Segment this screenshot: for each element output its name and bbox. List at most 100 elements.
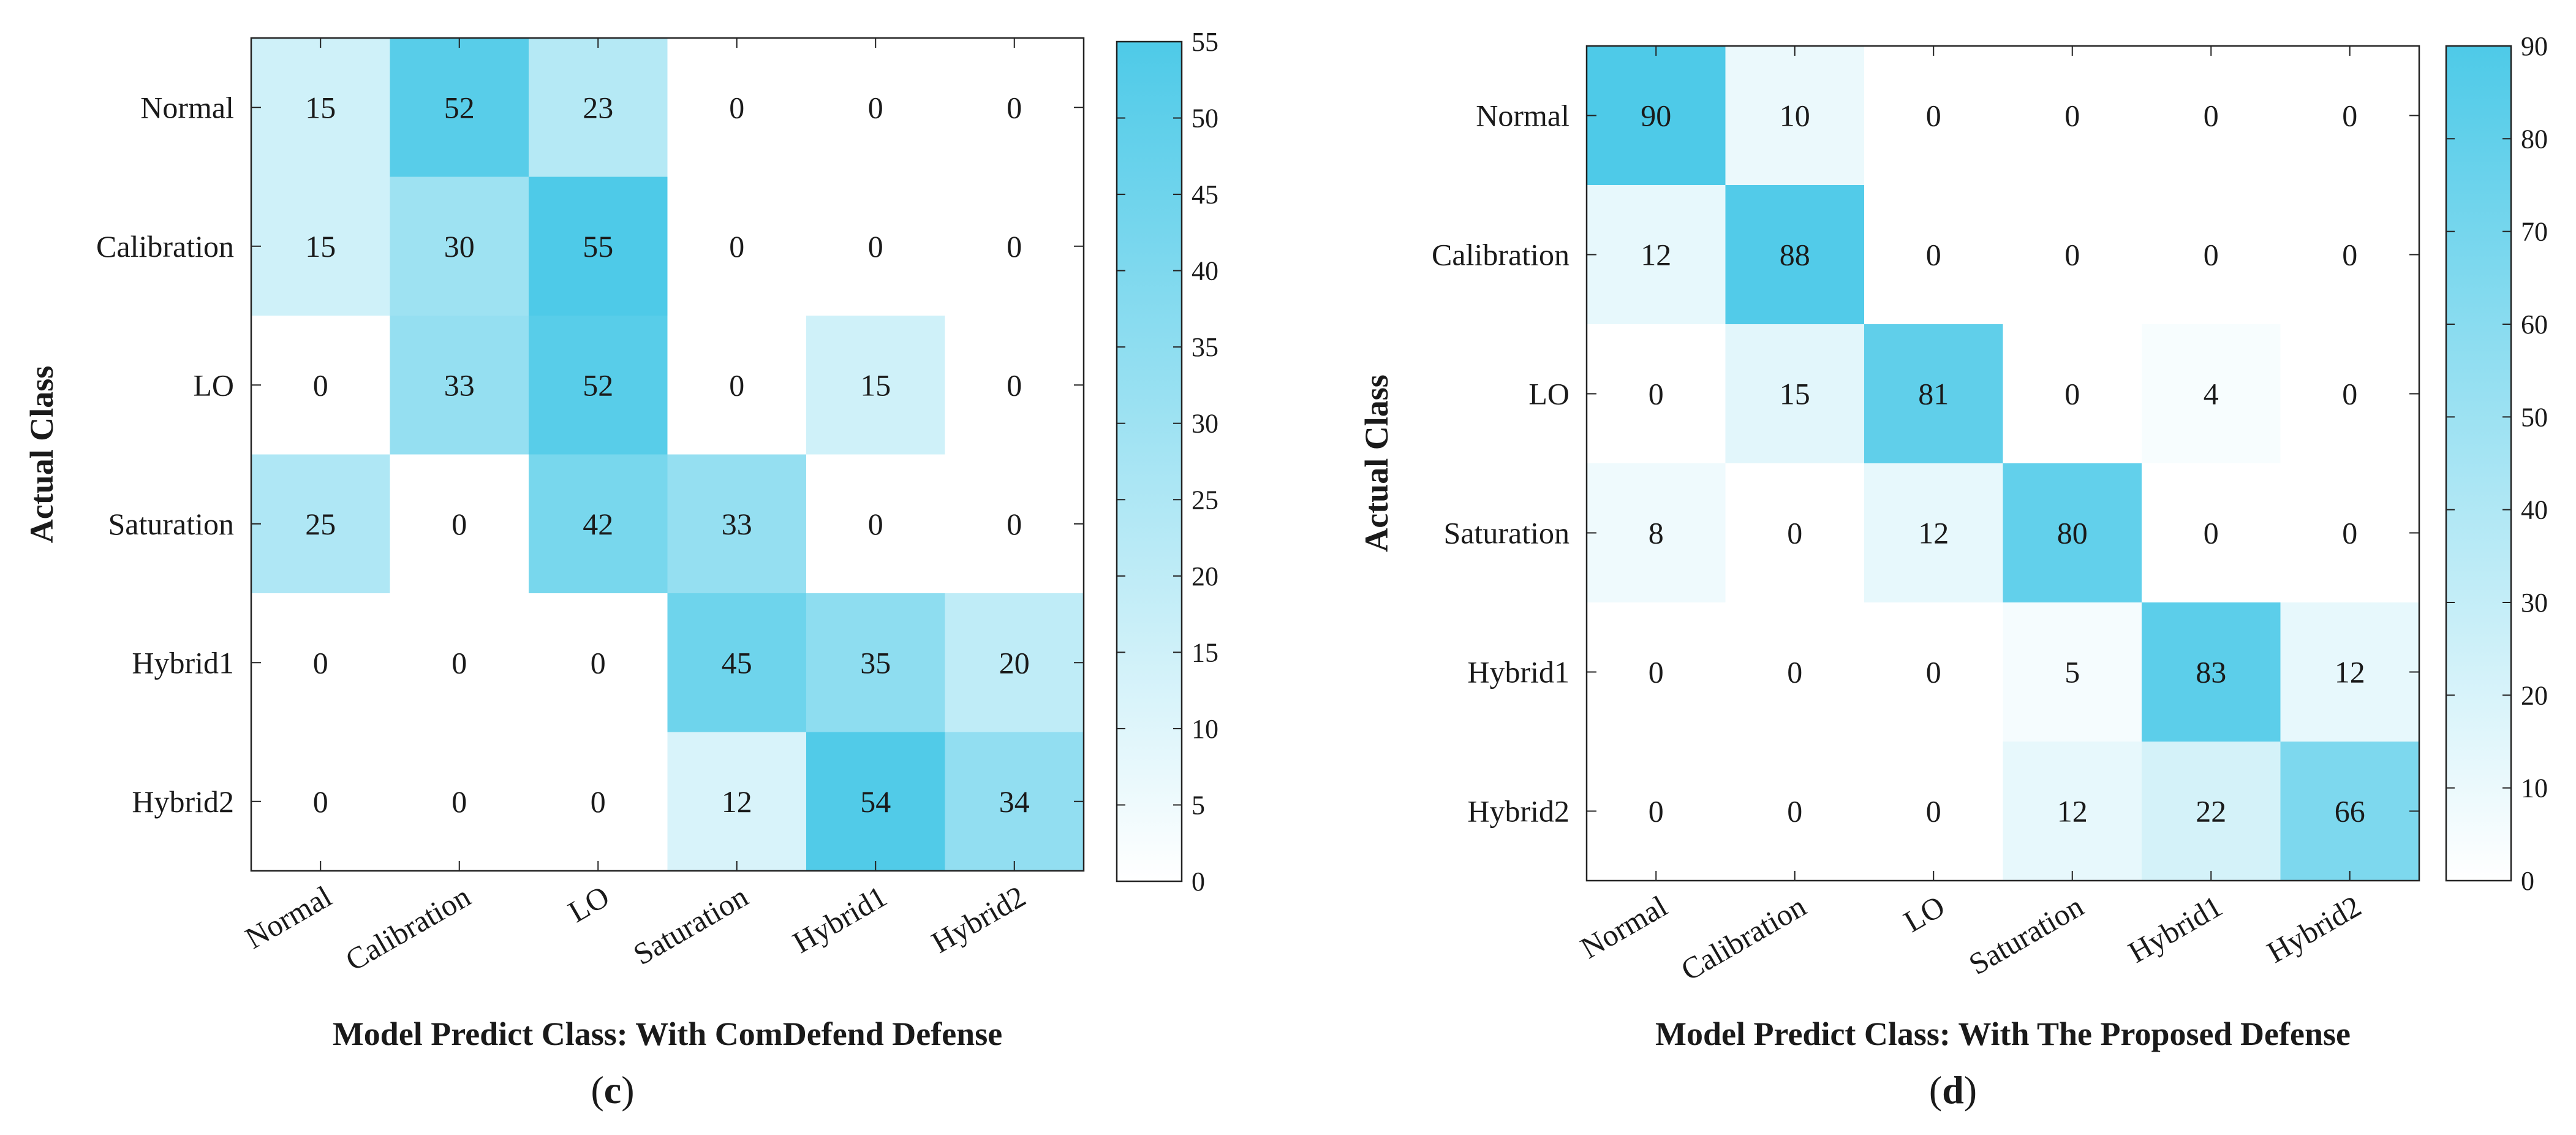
cell-value: 12 (722, 784, 752, 819)
cell-value: 0 (868, 90, 883, 124)
cell-value: 0 (1007, 90, 1022, 124)
cell-d-r3-c1 (1725, 463, 1865, 603)
plot-frame (1585, 45, 2420, 882)
y-tick-label: Normal (1476, 99, 1569, 133)
cell-value: 12 (1918, 516, 1949, 550)
x-tick-label: Hybrid2 (2261, 889, 2366, 970)
cell-value: 12 (1641, 238, 1671, 272)
cell-value: 20 (999, 645, 1030, 680)
cell-d-r3-c3 (2003, 463, 2142, 603)
cell-d-r1-c0 (1587, 185, 1726, 325)
y-axis-title: Actual Class (23, 366, 60, 544)
colorbar-tick-label: 30 (2521, 588, 2548, 618)
cell-c-r5-c2 (529, 732, 668, 871)
colorbar-tick-label: 20 (1192, 561, 1218, 591)
cell-value: 0 (2064, 99, 2080, 133)
cell-c-r2-c5 (945, 316, 1084, 455)
cell-c-r0-c3 (667, 38, 807, 177)
cell-d-r3-c5 (2280, 463, 2420, 603)
cell-c-r1-c1 (390, 177, 529, 316)
colorbar-tick-label: 55 (1192, 27, 1218, 57)
cell-c-r3-c1 (390, 454, 529, 594)
cell-value: 0 (2342, 516, 2357, 550)
cell-c-r4-c0 (251, 593, 390, 732)
panel-letter: c (604, 1068, 621, 1112)
y-tick-label: Hybrid2 (132, 784, 234, 819)
cell-c-r0-c4 (806, 38, 945, 177)
cell-d-r2-c4 (2142, 324, 2281, 464)
y-tick-label: Saturation (108, 507, 234, 541)
cell-value: 0 (729, 368, 744, 402)
cell-value: 88 (1780, 238, 1810, 272)
x-tick-label: LO (562, 879, 615, 929)
cell-c-r5-c3 (667, 732, 807, 871)
cell-value: 25 (305, 507, 336, 541)
cell-d-r4-c5 (2280, 602, 2420, 742)
x-axis-title: Model Predict Class: With ComDefend Defe… (333, 1015, 1002, 1052)
cell-value: 0 (1787, 794, 1802, 829)
panel-paren: ( (1929, 1068, 1942, 1112)
cell-value: 83 (2196, 655, 2226, 689)
cell-value: 15 (1780, 377, 1810, 411)
cell-value: 54 (860, 784, 891, 819)
cell-value: 0 (1926, 99, 1941, 133)
cell-value: 80 (2057, 516, 2088, 550)
cell-c-r2-c0 (251, 316, 390, 455)
panel-label: (c) (591, 1068, 634, 1112)
cell-c-r1-c4 (806, 177, 945, 316)
cell-value: 15 (305, 90, 336, 124)
cell-d-r0-c4 (2142, 46, 2281, 186)
colorbar-tick-label: 50 (1192, 104, 1218, 134)
cell-value: 0 (591, 784, 606, 819)
cell-c-r5-c4 (806, 732, 945, 871)
cell-value: 0 (1649, 655, 1664, 689)
x-tick-label: Saturation (1963, 889, 2089, 981)
cell-c-r5-c1 (390, 732, 529, 871)
colorbar-tick-label: 0 (2521, 866, 2534, 896)
colorbar-tick-label: 60 (2521, 309, 2548, 340)
y-tick-label: LO (1528, 377, 1569, 411)
cell-value: 0 (868, 507, 883, 541)
cell-c-r4-c3 (667, 593, 807, 732)
y-tick-label: Hybrid1 (1467, 655, 1569, 689)
colorbar-tick-label: 10 (2521, 773, 2548, 803)
y-tick-label: LO (193, 368, 234, 402)
cell-value: 4 (2204, 377, 2219, 411)
x-tick-label: Calibration (339, 879, 476, 977)
cell-d-r2-c3 (2003, 324, 2142, 464)
cell-value: 0 (313, 368, 328, 402)
colorbar-tick-label: 40 (2521, 495, 2548, 525)
y-tick-label: Saturation (1443, 516, 1569, 550)
cell-value: 0 (2064, 377, 2080, 411)
y-tick-label: Hybrid2 (1467, 794, 1569, 829)
cell-d-r0-c5 (2280, 46, 2420, 186)
cell-c-r4-c1 (390, 593, 529, 732)
panel-paren: ( (591, 1068, 603, 1112)
cell-d-r1-c4 (2142, 185, 2281, 325)
cell-d-r5-c3 (2003, 742, 2142, 881)
cell-c-r1-c0 (251, 177, 390, 316)
cell-value: 15 (860, 368, 891, 402)
colorbar-tick-label: 20 (2521, 680, 2548, 710)
y-tick-label: Normal (140, 90, 234, 124)
cell-value: 0 (1926, 794, 1941, 829)
cell-d-r4-c3 (2003, 602, 2142, 742)
cell-d-r2-c5 (2280, 324, 2420, 464)
cell-c-r2-c1 (390, 316, 529, 455)
cell-value: 55 (583, 229, 613, 264)
colorbar-tick-label: 5 (1192, 790, 1205, 820)
cell-value: 0 (451, 784, 467, 819)
cell-value: 0 (729, 90, 744, 124)
cell-c-r0-c0 (251, 38, 390, 177)
cell-d-r2-c1 (1725, 324, 1865, 464)
cell-d-r4-c0 (1587, 602, 1726, 742)
cell-d-r3-c0 (1587, 463, 1726, 603)
cell-value: 33 (444, 368, 475, 402)
cell-value: 0 (591, 645, 606, 680)
x-tick-label: Hybrid1 (787, 879, 892, 960)
cell-c-r3-c5 (945, 454, 1084, 594)
cell-value: 8 (1649, 516, 1664, 550)
colorbar-tick-label: 50 (2521, 402, 2548, 432)
cell-value: 0 (1787, 516, 1802, 550)
